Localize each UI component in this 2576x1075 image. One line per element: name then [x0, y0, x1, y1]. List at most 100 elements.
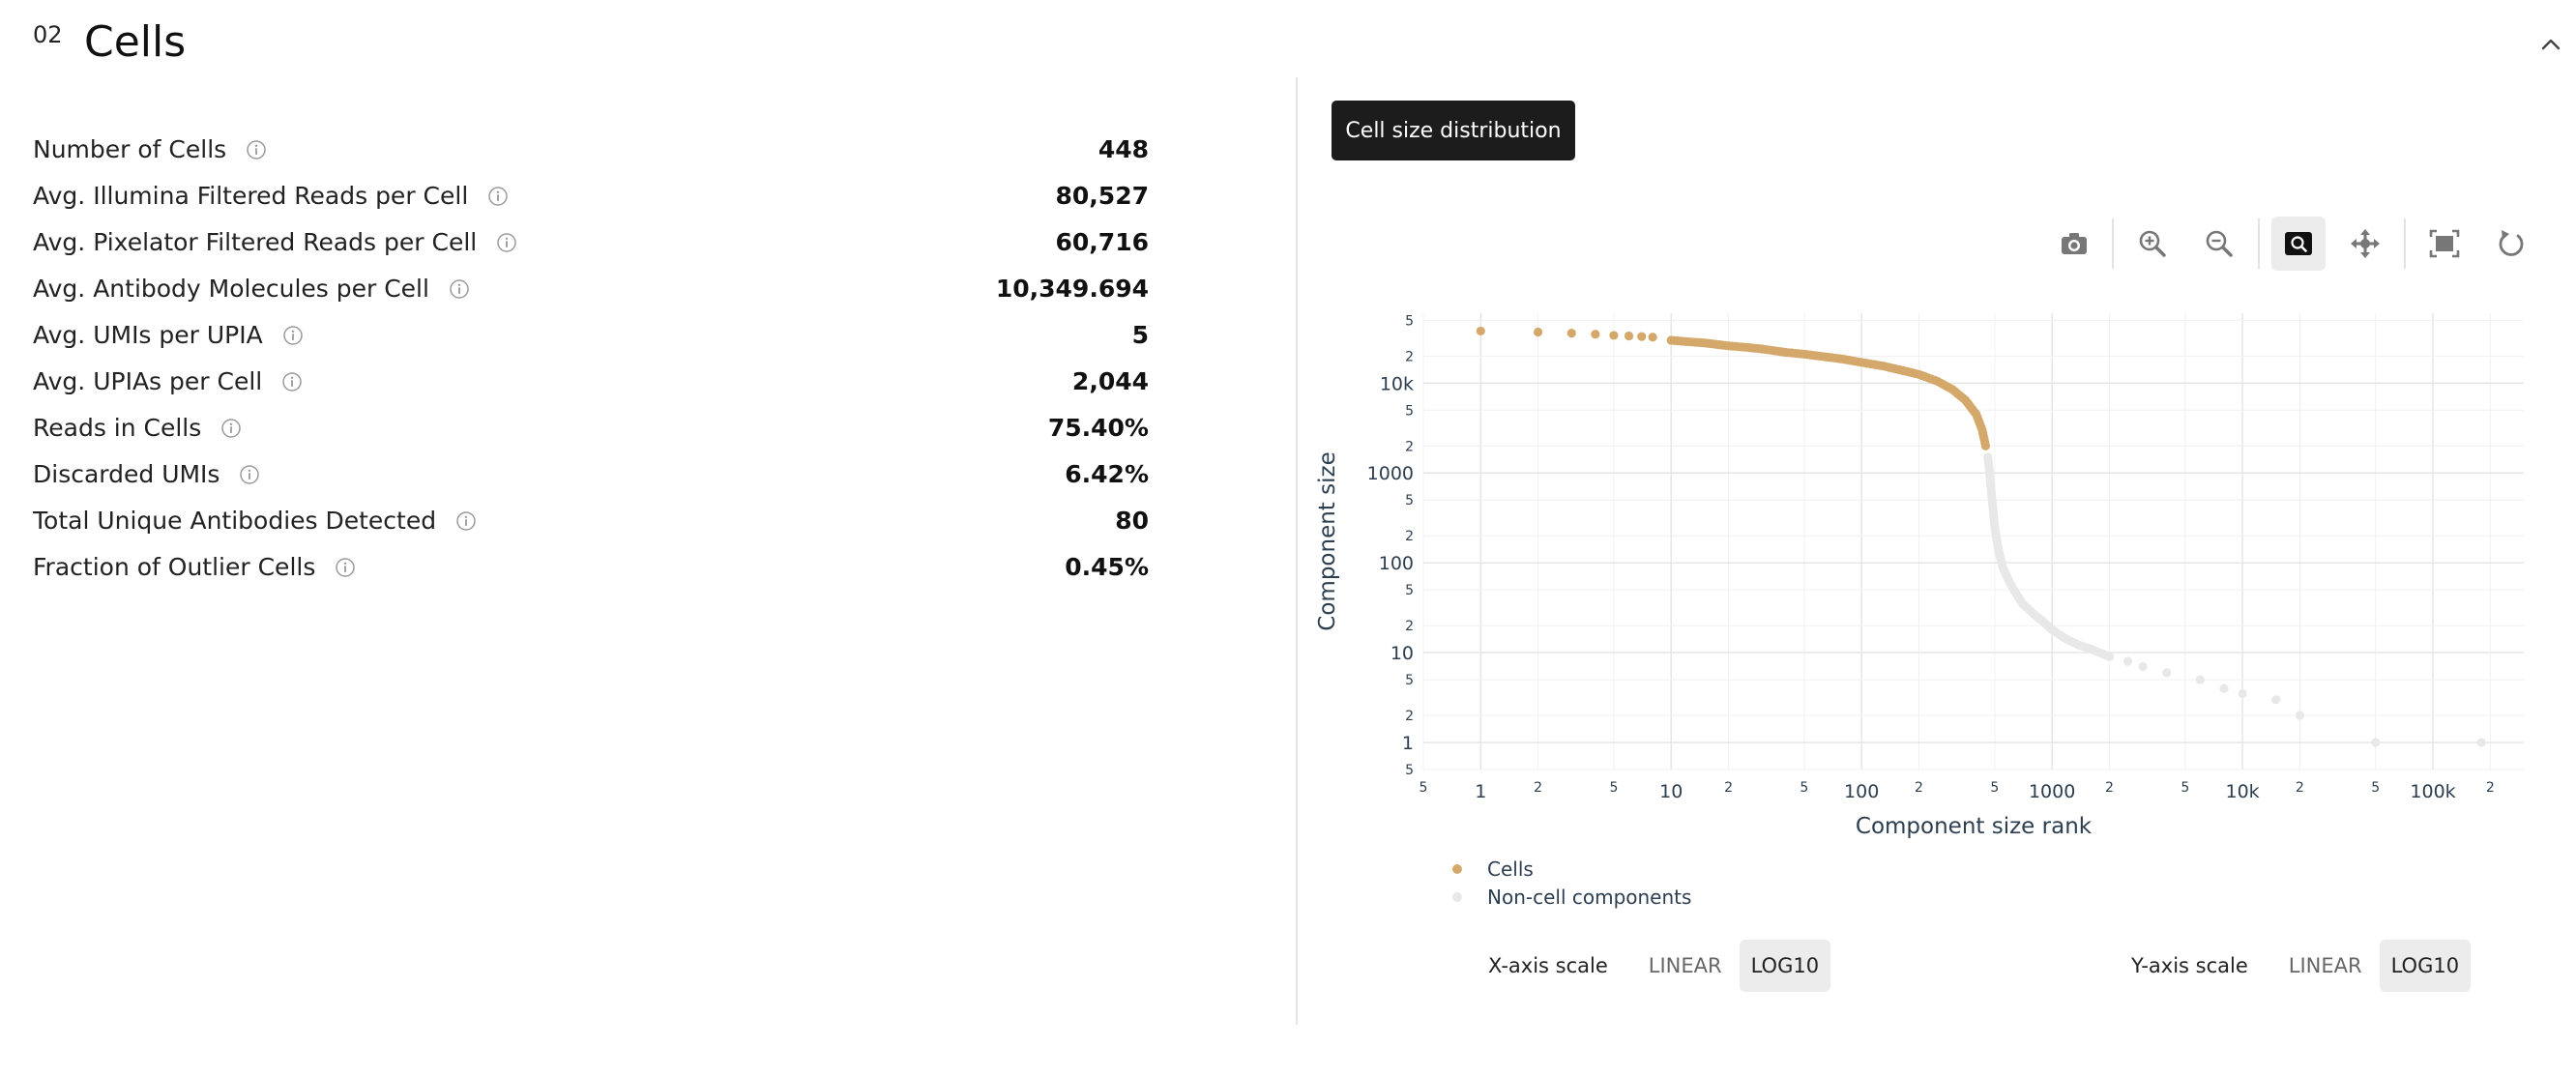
metric-value: 0.45% [1065, 553, 1149, 581]
cell-point [1980, 441, 1991, 450]
metric-label-text: Avg. Illumina Filtered Reads per Cell [33, 182, 469, 210]
x-tick-label-minor: 5 [1420, 780, 1428, 796]
metric-row: Avg. UMIs per UPIA 5 [33, 313, 1149, 360]
y-tick-label: 1000 [1367, 463, 1414, 484]
x-tick-label-minor: 2 [1724, 780, 1733, 796]
legend-item-cells[interactable]: Cells [1450, 855, 1691, 883]
zoom-box-button[interactable] [2271, 217, 2326, 271]
x-tick-label: 100k [2410, 781, 2455, 802]
modebar-separator [2404, 218, 2406, 269]
info-icon[interactable] [246, 138, 267, 160]
zoom-in-button[interactable] [2125, 217, 2180, 271]
metric-label: Reads in Cells [33, 414, 242, 442]
x-tick-label: 1 [1475, 781, 1486, 802]
non-cell-marker-icon [1452, 891, 1462, 902]
info-icon[interactable] [220, 417, 242, 438]
non-cell-point [2271, 695, 2281, 705]
x-tick-label: 10k [2225, 781, 2259, 802]
cell-size-plot[interactable]: 1 10 100 1000 10k 100k 5 2 5 2 5 2 5 2 5 2 5 2 1 10 100 1000 1… [1315, 280, 2543, 841]
metric-label: Number of Cells [33, 135, 267, 163]
non-cell-point [2162, 668, 2172, 678]
non-cell-point [2371, 738, 2381, 747]
info-icon[interactable] [239, 463, 260, 484]
metric-value: 6.42% [1065, 460, 1149, 488]
y-tick-label-minor: 5 [1405, 583, 1414, 598]
cell-point [1533, 327, 1543, 337]
collapse-section-button[interactable] [2533, 27, 2568, 62]
plot-points [1476, 326, 2486, 747]
metric-label: Discarded UMIs [33, 460, 260, 488]
x-axis-scale-control: X-axis scale LINEAR LOG10 [1488, 940, 1836, 992]
pan-button[interactable] [2338, 217, 2392, 271]
non-cell-point [2238, 688, 2247, 699]
non-cell-point [2138, 661, 2148, 672]
metric-value: 10,349.694 [995, 275, 1149, 303]
y-tick-label-minor: 2 [1405, 709, 1414, 724]
non-cell-point [2476, 738, 2486, 747]
y-tick-label-minor: 5 [1405, 673, 1414, 688]
section-number: 02 [33, 21, 63, 48]
modebar-separator [2112, 218, 2114, 269]
cell-point [1648, 333, 1657, 342]
y-tick-label-minor: 5 [1405, 493, 1414, 508]
metric-label-text: Avg. Pixelator Filtered Reads per Cell [33, 228, 478, 256]
metric-label: Avg. UPIAs per Cell [33, 367, 303, 395]
metric-row: Avg. Antibody Molecules per Cell 10,349.6… [33, 267, 1149, 313]
y-axis-title: Component size [1315, 451, 1340, 630]
reset-axes-button[interactable] [2484, 217, 2538, 271]
info-icon[interactable] [487, 185, 509, 206]
metric-row: Avg. Pixelator Filtered Reads per Cell 60… [33, 220, 1149, 267]
y-axis-scale-label: Y-axis scale [2131, 954, 2248, 977]
info-icon[interactable] [335, 556, 356, 577]
metric-label: Avg. Illumina Filtered Reads per Cell [33, 182, 509, 210]
download-png-button[interactable] [2047, 217, 2101, 271]
autoscale-button[interactable] [2417, 217, 2472, 271]
x-tick-label-minor: 5 [2371, 780, 2380, 796]
info-icon[interactable] [282, 324, 304, 345]
zoom-out-button[interactable] [2192, 217, 2246, 271]
y-scale-log10-button[interactable]: LOG10 [2379, 940, 2472, 992]
non-cell-point [2295, 711, 2304, 720]
info-icon[interactable] [455, 509, 477, 531]
y-tick-label-minor: 2 [1405, 439, 1414, 454]
cell-point [1476, 326, 1485, 336]
metric-value: 75.40% [1047, 414, 1149, 442]
metric-row: Total Unique Antibodies Detected 80 [33, 499, 1149, 545]
metric-label-text: Total Unique Antibodies Detected [33, 507, 437, 535]
metric-label-text: Avg. UMIs per UPIA [33, 321, 263, 349]
x-tick-label-minor: 2 [2486, 780, 2495, 796]
camera-icon [2062, 233, 2087, 254]
y-tick-label: 100 [1379, 553, 1414, 574]
non-cell-point [2195, 675, 2205, 684]
x-tick-label: 10 [1659, 781, 1683, 802]
x-tick-label-minor: 2 [2105, 780, 2114, 796]
y-axis-scale-control: Y-axis scale LINEAR LOG10 [2131, 940, 2476, 992]
x-scale-linear-button[interactable]: LINEAR [1648, 954, 1722, 977]
y-tick-label-minor: 5 [1405, 313, 1414, 329]
x-tick-label-minor: 2 [2296, 780, 2304, 796]
cell-point [1637, 332, 1647, 341]
metric-row: Number of Cells 448 [33, 128, 1149, 174]
info-icon[interactable] [496, 231, 517, 252]
metric-row: Reads in Cells 75.40% [33, 406, 1149, 452]
cell-size-distribution-tab[interactable]: Cell size distribution [1332, 101, 1575, 160]
y-tick-label-minor: 2 [1405, 349, 1414, 364]
y-tick-label: 1 [1402, 733, 1414, 754]
chevron-up-icon [2541, 39, 2561, 50]
metric-row: Discarded UMIs 6.42% [33, 452, 1149, 499]
legend-item-non-cell[interactable]: Non-cell components [1450, 883, 1691, 911]
autoscale-icon [2429, 229, 2460, 258]
cell-point [1624, 331, 1634, 341]
metric-label-text: Number of Cells [33, 135, 227, 163]
info-icon[interactable] [449, 277, 470, 299]
section-title: Cells [84, 17, 187, 67]
y-tick-label-minor: 5 [1405, 403, 1414, 419]
y-scale-linear-button[interactable]: LINEAR [2288, 954, 2362, 977]
plot-gridlines [1422, 313, 2524, 770]
cell-point [1566, 329, 1576, 338]
metric-row: Avg. Illumina Filtered Reads per Cell 80,… [33, 174, 1149, 220]
legend-label-non-cell: Non-cell components [1487, 885, 1692, 909]
metric-row: Fraction of Outlier Cells 0.45% [33, 545, 1149, 592]
info-icon[interactable] [281, 370, 303, 392]
x-scale-log10-button[interactable]: LOG10 [1739, 940, 1831, 992]
